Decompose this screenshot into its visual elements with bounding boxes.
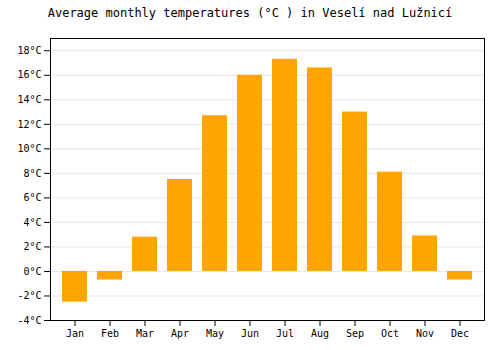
svg-text:Jul: Jul — [276, 328, 294, 339]
html-text:Average monthly temperatures (: Average monthly temperatures (°C ) in Ve… — [47, 6, 453, 20]
svg-text:18°C: 18°C — [17, 45, 41, 56]
svg-text:Oct: Oct — [381, 328, 399, 339]
svg-text:Jan: Jan — [66, 328, 84, 339]
svg-text:Aug: Aug — [311, 328, 329, 339]
svg-text:Jun: Jun — [241, 328, 259, 339]
svg-text:6°C: 6°C — [23, 192, 41, 203]
svg-text:Dec: Dec — [451, 328, 469, 339]
svg-text:Apr: Apr — [171, 328, 189, 339]
svg-text:Feb: Feb — [101, 328, 119, 339]
svg-text:4°C: 4°C — [23, 217, 41, 228]
svg-text:-2°C: -2°C — [17, 290, 41, 301]
svg-text:12°C: 12°C — [17, 119, 41, 130]
svg-text:10°C: 10°C — [17, 143, 41, 154]
svg-text:14°C: 14°C — [17, 94, 41, 105]
svg-text:8°C: 8°C — [23, 168, 41, 179]
svg-text:Nov: Nov — [416, 328, 434, 339]
svg-text:Mar: Mar — [136, 328, 154, 339]
svg-text:Sep: Sep — [346, 328, 364, 339]
svg-text:May: May — [206, 328, 224, 339]
svg-text:-4°C: -4°C — [17, 315, 41, 326]
svg-text:0°C: 0°C — [23, 266, 41, 277]
svg-text:2°C: 2°C — [23, 241, 41, 252]
svg-text:16°C: 16°C — [17, 69, 41, 80]
